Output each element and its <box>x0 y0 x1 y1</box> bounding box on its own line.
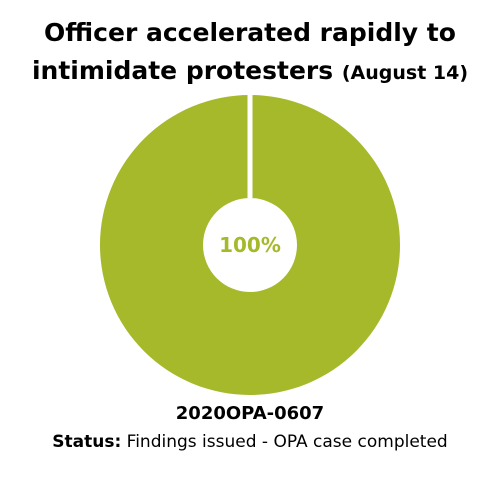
status-line: Status: Findings issued - OPA case compl… <box>0 428 500 456</box>
slice <box>100 95 400 395</box>
footer: 2020OPA-0607 Status: Findings issued - O… <box>0 400 500 456</box>
status-label: Status: <box>52 432 122 452</box>
value-label: 100% <box>219 233 281 257</box>
status-text: Findings issued - OPA case completed <box>126 432 448 452</box>
chart-title-block: Officer accelerated rapidly to intimidat… <box>30 14 470 92</box>
chart-title: Officer accelerated rapidly to intimidat… <box>31 18 456 85</box>
title-note: (August 14) <box>341 62 469 84</box>
case-id: 2020OPA-0607 <box>175 403 325 424</box>
